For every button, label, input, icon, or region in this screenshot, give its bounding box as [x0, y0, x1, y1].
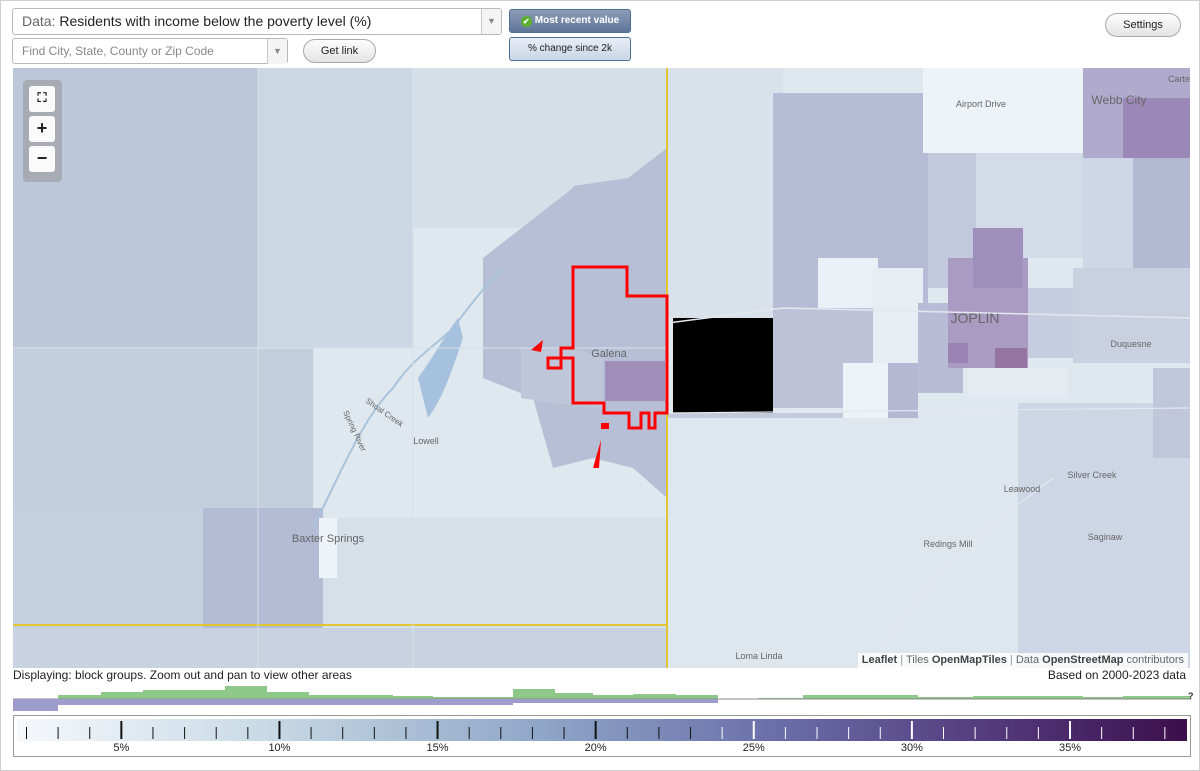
map-label-redings-mill: Redings Mill [923, 539, 972, 549]
legend-tick-label: 25% [742, 742, 765, 754]
selected-city-outline[interactable] [546, 265, 669, 430]
most-recent-label: Most recent value [534, 15, 620, 26]
search-input[interactable] [13, 39, 263, 63]
map-region[interactable] [1028, 288, 1078, 358]
map-label-joplin: JOPLIN [950, 310, 999, 326]
map-label-carterville: Cartervi [1168, 74, 1190, 84]
distribution-histogram [13, 686, 1191, 711]
map-region[interactable] [13, 348, 313, 508]
map-label-baxter-springs: Baxter Springs [292, 533, 365, 545]
map-region[interactable] [968, 368, 1068, 398]
choropleth-map[interactable]: Galena JOPLIN Webb City Airport Drive Ca… [13, 68, 1190, 668]
data-label: Residents with income below the poverty … [59, 13, 372, 29]
map-region[interactable] [973, 228, 1023, 288]
map-attribution: Leaflet | Tiles OpenMapTiles | Data Open… [857, 653, 1188, 668]
chevron-down-icon[interactable]: ▼ [481, 9, 501, 34]
legend-tick-label: 35% [1058, 742, 1082, 754]
map-label-silver-creek: Silver Creek [1067, 470, 1117, 480]
map-region[interactable] [1083, 158, 1133, 268]
map-region[interactable] [673, 318, 773, 413]
map-region[interactable] [258, 68, 413, 348]
map-region[interactable] [13, 628, 667, 668]
selected-city-fragment [601, 423, 609, 429]
leaflet-link[interactable]: Leaflet [861, 654, 898, 666]
openmaptiles-link[interactable]: OpenMapTiles [931, 654, 1007, 666]
map-label-leawood: Leawood [1004, 484, 1041, 494]
zoom-out-button[interactable]: − [29, 146, 55, 172]
search-dropdown-icon[interactable]: ▼ [267, 39, 287, 64]
get-link-button[interactable]: Get link [303, 39, 376, 63]
openstreetmap-link[interactable]: OpenStreetMap [1042, 654, 1124, 666]
settings-button[interactable]: Settings [1105, 13, 1181, 37]
histogram-purple [13, 699, 718, 711]
histogram-green [13, 686, 1191, 699]
map-region[interactable] [319, 518, 337, 578]
map-region[interactable] [1153, 368, 1190, 458]
fullscreen-icon[interactable]: ⛶ [29, 86, 55, 112]
map-label-loma-linda: Loma Linda [735, 651, 782, 661]
map-region[interactable] [888, 363, 918, 418]
map-label-webb-city: Webb City [1091, 93, 1146, 107]
location-search[interactable]: ▼ [12, 38, 288, 64]
map-region[interactable] [521, 348, 603, 408]
map-region[interactable] [668, 68, 783, 318]
map-region[interactable] [873, 268, 923, 368]
map-region[interactable] [923, 68, 1083, 153]
map-region[interactable] [483, 148, 667, 498]
map-region[interactable] [668, 413, 843, 418]
legend-tick-label: 20% [584, 742, 607, 754]
data-select[interactable]: Data: Residents with income below the po… [12, 8, 502, 35]
map-region[interactable] [605, 361, 665, 401]
map-label-duquesne: Duquesne [1110, 339, 1151, 349]
data-years-note: Based on 2000-2023 data [1047, 668, 1186, 682]
map-region[interactable] [668, 418, 1018, 668]
selected-city-fragment [593, 440, 601, 468]
legend-tick-label: 30% [900, 742, 923, 754]
color-legend: 5% 10% 15% 20% 25% 30% 35% [13, 715, 1191, 757]
map-region[interactable] [1123, 98, 1190, 158]
map-region[interactable] [995, 348, 1027, 368]
percent-change-toggle[interactable]: % change since 2k [509, 37, 631, 61]
map-region[interactable] [203, 508, 323, 628]
data-prefix: Data: [22, 13, 56, 29]
map-label-saginaw: Saginaw [1088, 532, 1123, 542]
selected-city-fragment [531, 340, 543, 352]
unknown-marker: ? [1188, 691, 1194, 701]
zoom-in-button[interactable]: + [29, 116, 55, 142]
legend-tick-label: 10% [268, 742, 291, 754]
display-level-note: Displaying: block groups. Zoom out and p… [13, 668, 352, 682]
legend-tick-label: 5% [113, 742, 130, 754]
checkmark-icon: ✔ [520, 16, 532, 27]
legend-tick-label: 15% [426, 742, 449, 754]
zoom-controls: ⛶ + − [23, 80, 62, 182]
map-region[interactable] [948, 343, 968, 363]
map-region[interactable] [13, 508, 203, 628]
map-region[interactable] [818, 258, 878, 308]
most-recent-toggle[interactable]: ✔ Most recent value [509, 9, 631, 33]
map-region[interactable] [323, 518, 667, 628]
map-canvas[interactable]: Galena JOPLIN Webb City Airport Drive Ca… [13, 68, 1190, 668]
legend-gradient [17, 719, 1187, 741]
map-label-galena: Galena [591, 348, 627, 360]
map-label-airport-drive: Airport Drive [956, 99, 1006, 109]
map-label-lowell: Lowell [413, 436, 439, 446]
